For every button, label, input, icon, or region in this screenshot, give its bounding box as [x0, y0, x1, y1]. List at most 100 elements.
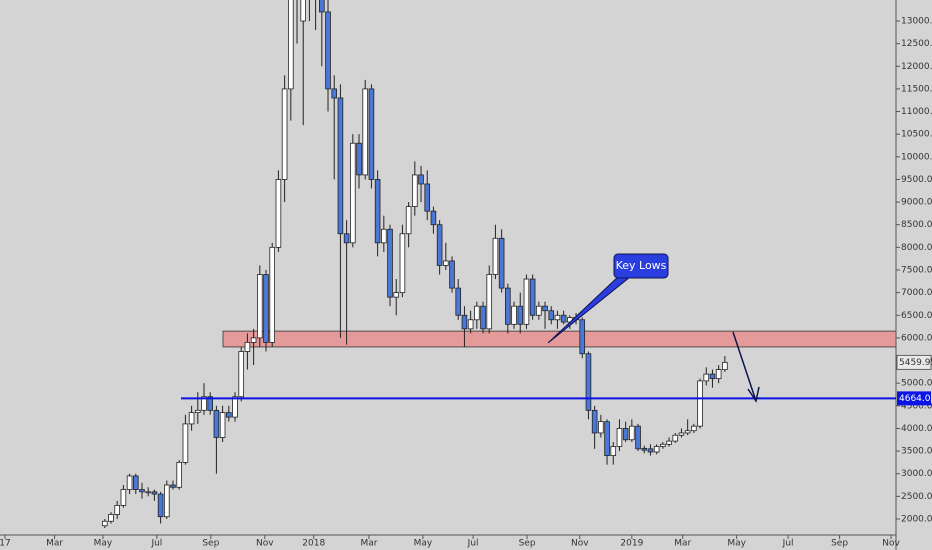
- x-tick-label: 2019: [620, 539, 643, 549]
- candle-body: [684, 430, 691, 434]
- y-tick-label: 6000.00: [901, 333, 932, 343]
- candle-body: [560, 314, 567, 323]
- candle-body: [170, 484, 176, 488]
- x-tick-label: Sep: [202, 539, 219, 549]
- candle-body: [300, 0, 307, 22]
- level-label-box: [897, 391, 931, 406]
- candle-body: [350, 142, 356, 244]
- x-tick-label: Mar: [46, 539, 63, 549]
- candle-body: [666, 440, 672, 445]
- candle-body: [343, 233, 350, 244]
- candle-body: [195, 409, 201, 413]
- y-tick-label: 4000.00: [901, 424, 932, 434]
- x-tick-label: Jul: [150, 539, 162, 549]
- candle-body: [554, 314, 561, 321]
- callout-text: Key Lows: [616, 259, 667, 272]
- y-tick-label: 2000.00: [901, 514, 932, 524]
- candle-body: [405, 206, 412, 235]
- candle-body: [126, 475, 133, 490]
- candle-body: [480, 305, 486, 330]
- y-tick-label: 4500.00: [901, 401, 932, 411]
- candle-body: [474, 305, 480, 321]
- candle-body: [101, 520, 108, 527]
- candle-body: [647, 448, 654, 453]
- candle-body: [517, 305, 524, 325]
- candle-body: [132, 475, 139, 490]
- candle-body: [498, 237, 505, 289]
- candle-body: [548, 310, 555, 321]
- candle-body: [678, 432, 685, 436]
- candle-body: [139, 489, 145, 493]
- candle-body: [381, 228, 387, 244]
- candle-body: [356, 142, 362, 176]
- candle-body: [523, 278, 530, 325]
- candle-body: [672, 434, 679, 442]
- candle-body: [219, 412, 226, 438]
- candle-body: [176, 461, 183, 488]
- y-tick-label: 10500.00: [901, 130, 932, 140]
- candle-body: [157, 493, 164, 518]
- candle-body: [529, 278, 536, 316]
- projection-arrow: [732, 331, 756, 399]
- candle-body: [399, 233, 406, 294]
- candle-body: [660, 443, 666, 447]
- candle-body: [430, 210, 437, 226]
- candle-body: [331, 88, 338, 99]
- candle-body: [275, 179, 282, 248]
- candle-body: [697, 380, 703, 427]
- candle-body: [325, 11, 331, 90]
- candle-body: [536, 305, 542, 316]
- x-tick-label: Nov: [882, 539, 900, 549]
- candle-body: [653, 446, 660, 453]
- candle-body: [163, 484, 170, 518]
- candle-body: [393, 292, 400, 298]
- candle-body: [703, 373, 710, 382]
- y-tick-label: 12500.00: [901, 39, 932, 49]
- candle-body: [709, 373, 716, 380]
- candle-body: [226, 412, 232, 418]
- candle-body: [114, 504, 120, 515]
- candle-body: [691, 425, 697, 432]
- last-price-box: [896, 354, 932, 370]
- y-tick-label: 11000.00: [901, 107, 932, 117]
- x-tick-label: Jul: [782, 539, 794, 549]
- y-tick-label: 5000.00: [901, 379, 932, 389]
- last-price-label: 5459.95: [899, 358, 932, 368]
- x-tick-label: Sep: [519, 539, 536, 549]
- arrow-head: [747, 386, 760, 403]
- y-tick-label: 6500.00: [901, 311, 932, 321]
- candle-body: [455, 287, 462, 316]
- candle-body: [362, 88, 369, 176]
- y-tick-label: 13000.00: [901, 17, 932, 27]
- candle-body: [374, 179, 381, 244]
- candle-body: [579, 319, 586, 355]
- x-tick-label: Jul: [467, 539, 479, 549]
- level-label: 4664.02: [899, 394, 932, 404]
- x-tick-label: 17: [0, 539, 11, 549]
- x-tick-label: May: [94, 539, 113, 549]
- x-tick-label: Sep: [831, 539, 848, 549]
- candle-body: [288, 0, 294, 90]
- y-tick-label: 7500.00: [901, 265, 932, 275]
- candle-body: [281, 88, 288, 180]
- candle-body: [151, 491, 158, 495]
- y-tick-label: 9500.00: [901, 175, 932, 185]
- y-tick-label: 10000.00: [901, 152, 932, 162]
- y-tick-label: 8500.00: [901, 220, 932, 230]
- support-zone: [222, 330, 896, 348]
- candle-body: [436, 224, 443, 266]
- candle-body: [598, 421, 604, 434]
- candle-body: [201, 396, 207, 411]
- x-tick-label: Nov: [256, 539, 274, 549]
- candle-body: [629, 425, 635, 441]
- candle-body: [641, 447, 648, 451]
- candle-body: [418, 174, 424, 185]
- candle-body: [616, 428, 623, 447]
- callout-box: [613, 253, 669, 279]
- x-tick-label: 2018: [302, 539, 325, 549]
- candle-body: [449, 260, 455, 289]
- candle-body: [368, 88, 375, 180]
